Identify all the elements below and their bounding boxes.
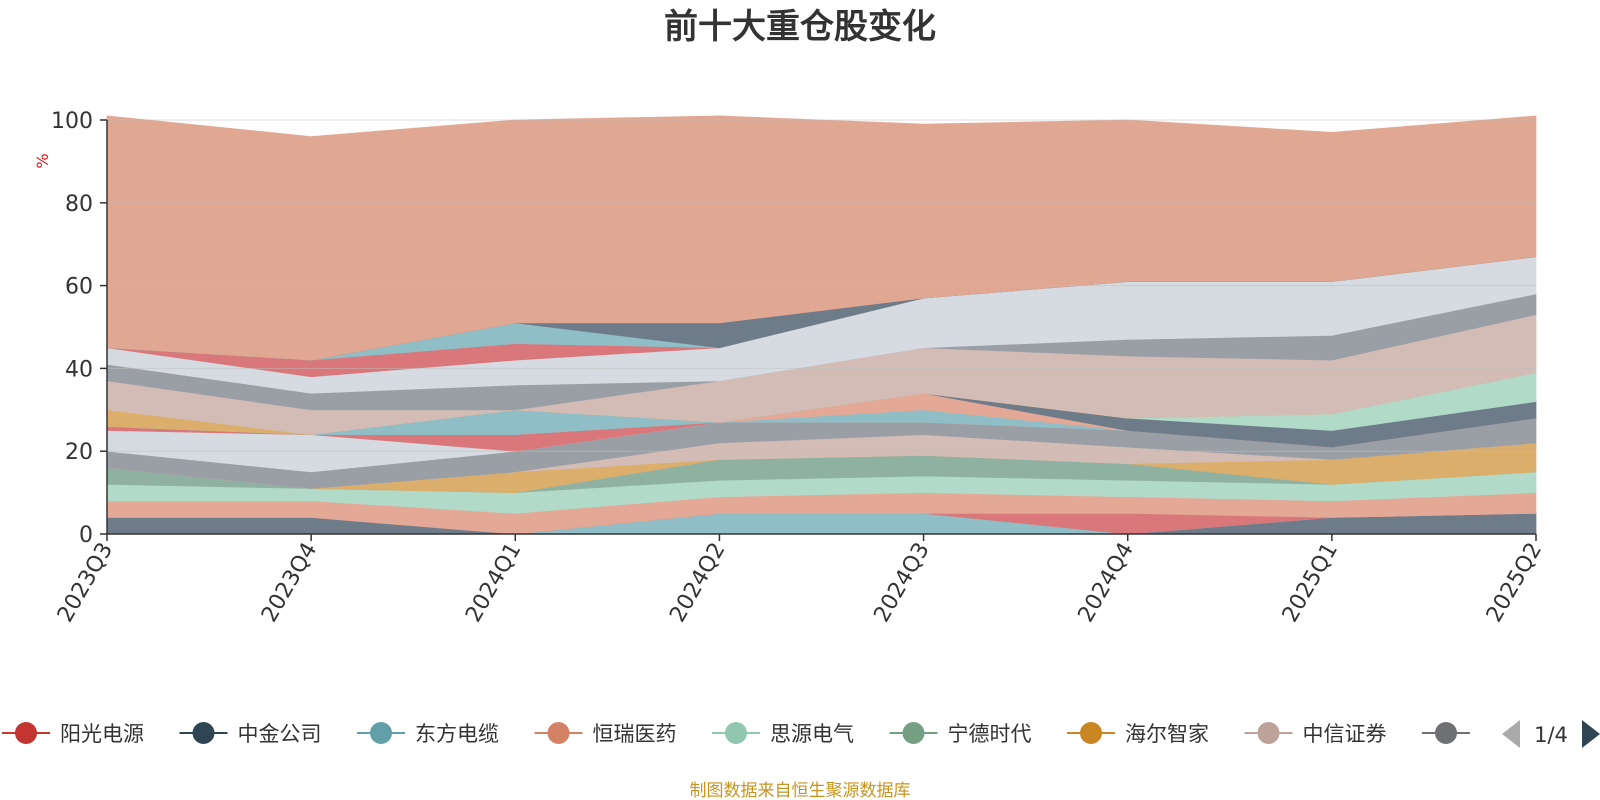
legend-next-icon[interactable] [1582,720,1600,748]
legend[interactable]: 阳光电源 中金公司 东方电缆 恒瑞医药 思源电气 宁德时代 海尔智家 中信证券 1/4 [2,720,1600,748]
legend-marker [192,722,215,744]
area-series-group [106,115,1537,535]
legend-marker [370,722,392,744]
x-tick-label: 2024Q4 [1074,539,1139,627]
legend-label: 中信证券 [1303,722,1387,746]
legend-label: 阳光电源 [60,722,144,746]
legend-prev-icon[interactable] [1502,720,1520,748]
legend-label: 宁德时代 [948,722,1032,746]
legend-label: 海尔智家 [1125,722,1209,746]
legend-item[interactable]: 海尔智家 [1067,722,1209,746]
legend-item[interactable]: 东方电缆 [357,722,499,746]
grid-lines [107,119,1536,452]
x-tick-label: 2023Q3 [53,539,118,627]
legend-item[interactable]: 思源电气 [712,722,854,746]
legend-marker [1080,722,1102,744]
y-tick-label: 40 [65,357,93,382]
y-tick-label: 80 [65,192,93,217]
x-tick-label: 2023Q4 [257,539,322,627]
legend-item[interactable] [1422,722,1470,744]
x-tick-label: 2024Q1 [461,539,526,627]
y-tick-label: 60 [65,275,93,300]
x-tick-label: 2024Q2 [665,539,730,627]
chart-title: 前十大重仓股变化 [664,7,936,47]
data-source-note: 制图数据来自恒生聚源数据库 [690,781,911,800]
area-series-23 [106,115,1537,361]
legend-label: 思源电气 [770,722,854,746]
x-tick-label: 2024Q3 [869,539,934,627]
legend-marker [725,722,747,744]
legend-label: 中金公司 [238,722,322,746]
legend-marker [1435,722,1457,744]
x-tick-label: 2025Q1 [1278,539,1343,627]
legend-marker [1257,722,1280,744]
legend-marker [547,722,570,744]
legend-item[interactable]: 中金公司 [179,722,322,746]
legend-label: 东方电缆 [415,722,499,746]
legend-item[interactable]: 恒瑞医药 [534,722,677,746]
y-axis-label: % [33,153,52,168]
legend-label: 恒瑞医药 [593,722,677,746]
legend-marker [902,722,925,744]
legend-marker [15,722,37,744]
x-tick-label: 2025Q2 [1482,539,1547,627]
legend-item[interactable]: 宁德时代 [889,722,1032,746]
legend-page-indicator: 1/4 [1534,723,1568,747]
y-tick-label: 20 [65,440,93,465]
legend-item[interactable]: 阳光电源 [2,722,144,746]
legend-item[interactable]: 中信证券 [1244,722,1387,746]
y-tick-label: 100 [51,109,93,134]
y-tick-label: 0 [79,523,93,548]
